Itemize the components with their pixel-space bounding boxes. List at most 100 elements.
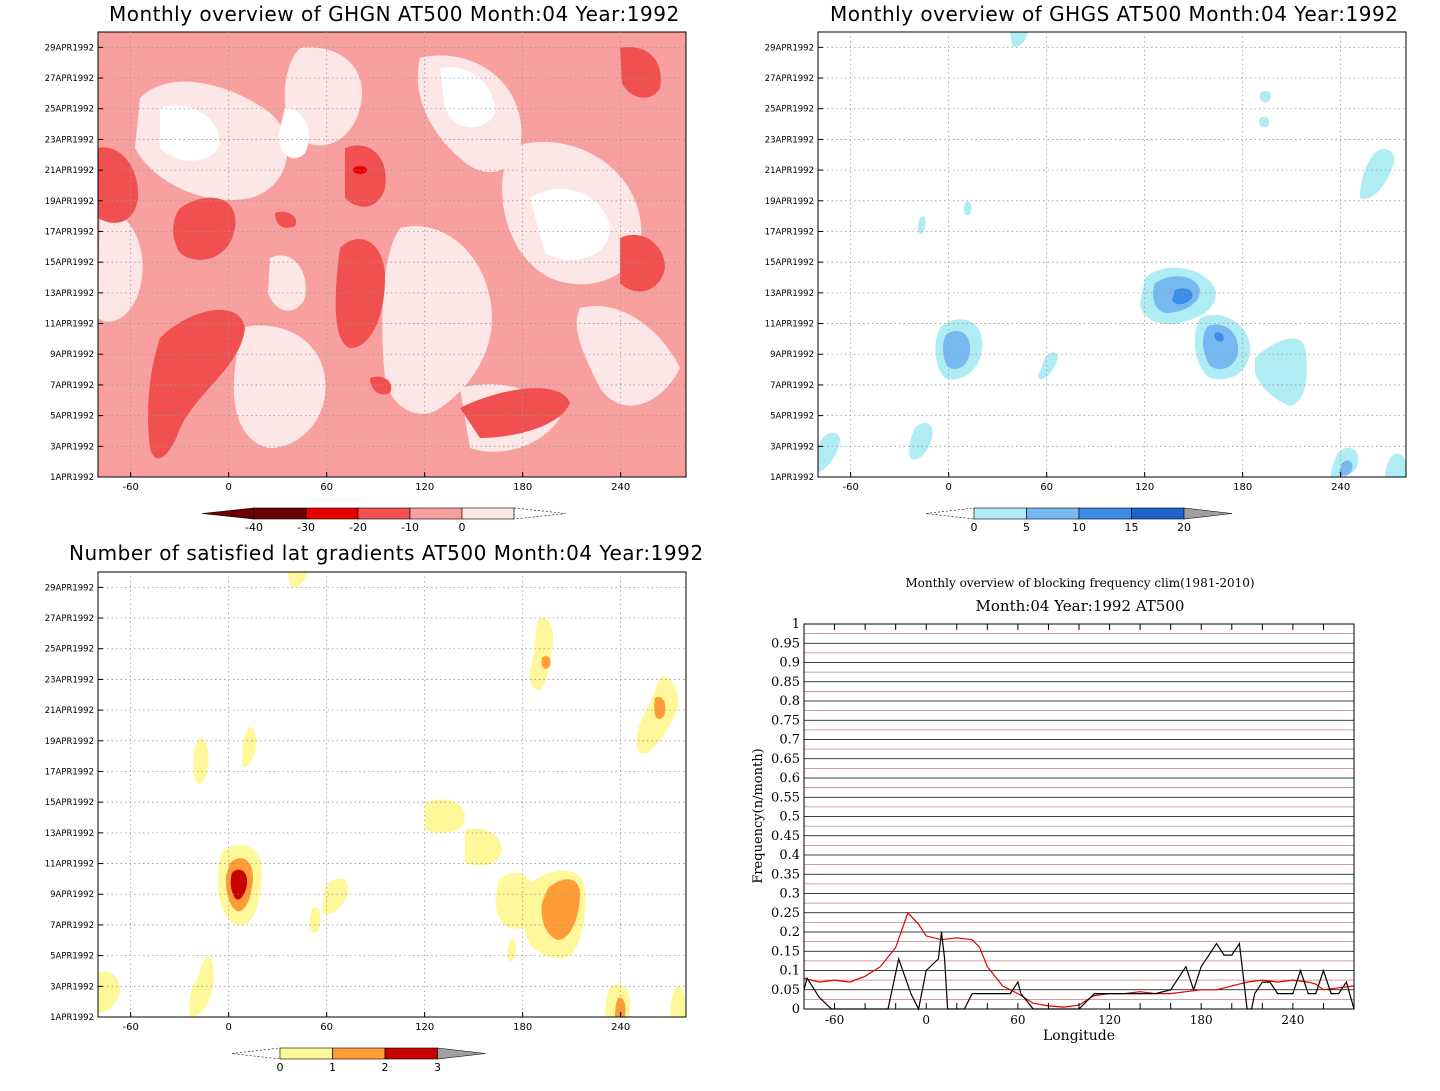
panel3-title: Number of satisfied lat gradients AT500 … <box>69 541 704 565</box>
frequency-x-ticks: -60 0 60 120 180 240 <box>803 624 1355 1027</box>
x-tick-label: 180 <box>513 482 532 493</box>
y-tick-label: 5APR1992 <box>50 412 94 422</box>
colorbar-label: 10 <box>1072 521 1086 534</box>
colorbar-swatch <box>357 507 411 520</box>
y-tick-label: 9APR1992 <box>50 350 94 360</box>
x-tick-label: 180 <box>1233 482 1252 493</box>
ghgn-x-ticks: -60 0 60 120 180 240 <box>122 472 630 493</box>
y-tick-label: 0.15 <box>771 944 800 959</box>
x-tick-label: 0 <box>225 482 231 493</box>
y-tick-label: 11APR1992 <box>45 320 94 330</box>
x-tick-label: 120 <box>415 482 434 493</box>
y-tick-label: 0.65 <box>771 752 800 767</box>
y-tick-label: 19APR1992 <box>45 197 94 207</box>
x-tick-label: 0 <box>945 482 951 493</box>
panel4-subtitle: Month:04 Year:1992 AT500 <box>975 597 1185 615</box>
y-tick-label: 11APR1992 <box>765 320 814 330</box>
gradients-grid <box>98 572 686 1017</box>
frequency-lines <box>803 911 1355 1011</box>
y-tick-label: 9APR1992 <box>770 350 814 360</box>
colorbar-label: 0 <box>277 1061 284 1074</box>
y-tick-label: 21APR1992 <box>45 706 94 716</box>
frequency-grid <box>804 623 1354 1010</box>
y-tick-label: 7APR1992 <box>50 921 94 931</box>
x-tick-label: -60 <box>825 1013 844 1027</box>
y-tick-label: 23APR1992 <box>45 675 94 685</box>
x-tick-label: 180 <box>1190 1013 1213 1027</box>
blocking-frequency-line-chart: 0 0.05 0.1 0.15 0.2 0.25 0.3 0.35 0.4 0.45 0.5 0.55… <box>751 617 1355 1044</box>
y-tick-label: 29APR1992 <box>765 43 814 53</box>
x-tick-label: 0 <box>922 1013 930 1027</box>
y-tick-label: 0.05 <box>771 983 800 998</box>
x-tick-label: 240 <box>611 482 630 493</box>
gradients-x-ticks: -60 0 60 120 180 240 <box>122 1012 630 1033</box>
y-tick-label: 0.5 <box>779 810 800 825</box>
y-tick-label: 13APR1992 <box>765 289 814 299</box>
y-tick-label: 15APR1992 <box>45 258 94 268</box>
x-tick-label: 60 <box>1010 1013 1025 1027</box>
x-tick-label: 120 <box>415 1022 434 1033</box>
ghgs-grid <box>818 32 1406 477</box>
colorbar-label: 3 <box>434 1061 441 1074</box>
colorbar-label: -10 <box>401 521 419 534</box>
y-tick-label: 1 <box>792 617 800 632</box>
ghgs-heatmap-plot: 29APR1992 27APR1992 25APR1992 23APR1992 21AP… <box>765 31 1407 534</box>
colorbar-label: 0 <box>459 521 466 534</box>
y-tick-label: 0.95 <box>771 636 800 651</box>
ghgn-colorbar: -40 -30 -20 -10 0 <box>201 507 567 534</box>
y-tick-label: 9APR1992 <box>50 890 94 900</box>
y-tick-label: 1APR1992 <box>50 473 94 483</box>
y-tick-label: 29APR1992 <box>45 43 94 53</box>
y-tick-label: 3APR1992 <box>50 442 94 452</box>
y-tick-label: 17APR1992 <box>45 227 94 237</box>
y-tick-label: 0.55 <box>771 790 800 805</box>
colorbar-swatch <box>253 507 307 520</box>
x-tick-label: 60 <box>1040 482 1053 493</box>
y-tick-label: 0.1 <box>779 964 800 979</box>
x-tick-label: 120 <box>1135 482 1154 493</box>
colorbar-label: 5 <box>1023 521 1030 534</box>
y-tick-label: 0.35 <box>771 867 800 882</box>
colorbar-swatch <box>1078 507 1132 520</box>
panel4-title: Monthly overview of blocking frequency c… <box>905 576 1255 590</box>
y-tick-label: 23APR1992 <box>765 135 814 145</box>
y-tick-label: 0.85 <box>771 675 800 690</box>
ghgn-frame <box>97 31 687 478</box>
colorbar-swatch <box>305 507 359 520</box>
y-tick-label: 17APR1992 <box>45 767 94 777</box>
ghgn-heatmap-plot: 29APR1992 27APR1992 25APR1992 23APR1992 21AP… <box>45 31 687 534</box>
y-tick-label: 0.4 <box>779 848 800 863</box>
x-tick-label: 60 <box>320 1022 333 1033</box>
colorbar-swatch <box>461 507 515 520</box>
colorbar-left-arrow <box>231 1047 281 1060</box>
y-tick-label: 7APR1992 <box>770 381 814 391</box>
y-tick-label: 0.8 <box>779 694 800 709</box>
colorbar-label: -20 <box>349 521 367 534</box>
y-tick-label: 0.2 <box>779 925 800 940</box>
y-tick-label: 15APR1992 <box>765 258 814 268</box>
colorbar-label: -40 <box>245 521 263 534</box>
y-tick-label: 7APR1992 <box>50 381 94 391</box>
y-tick-label: 0.3 <box>779 887 800 902</box>
y-tick-label: 19APR1992 <box>765 197 814 207</box>
y-tick-label: 27APR1992 <box>45 74 94 84</box>
gradients-frame <box>97 571 687 1018</box>
x-tick-label: 0 <box>225 1022 231 1033</box>
y-tick-label: 0.75 <box>771 713 800 728</box>
y-tick-label: 0 <box>792 1002 800 1017</box>
y-tick-label: 13APR1992 <box>45 829 94 839</box>
y-tick-label: 19APR1992 <box>45 737 94 747</box>
ghgn-grid <box>98 32 686 477</box>
ghgs-frame <box>817 31 1407 478</box>
ghgs-y-ticks: 29APR1992 27APR1992 25APR1992 23APR1992 21AP… <box>765 43 823 483</box>
gradients-field <box>98 572 686 1017</box>
y-tick-label: 27APR1992 <box>45 614 94 624</box>
y-tick-label: 3APR1992 <box>50 982 94 992</box>
colorbar-swatch <box>973 507 1027 520</box>
colorbar-right-arrow <box>437 1047 486 1060</box>
colorbar-left-arrow <box>925 507 975 520</box>
y-tick-label: 21APR1992 <box>765 166 814 176</box>
y-tick-label: 0.45 <box>771 829 800 844</box>
colorbar-label: 2 <box>382 1061 389 1074</box>
panel2-title: Monthly overview of GHGS AT500 Month:04 … <box>830 2 1399 26</box>
